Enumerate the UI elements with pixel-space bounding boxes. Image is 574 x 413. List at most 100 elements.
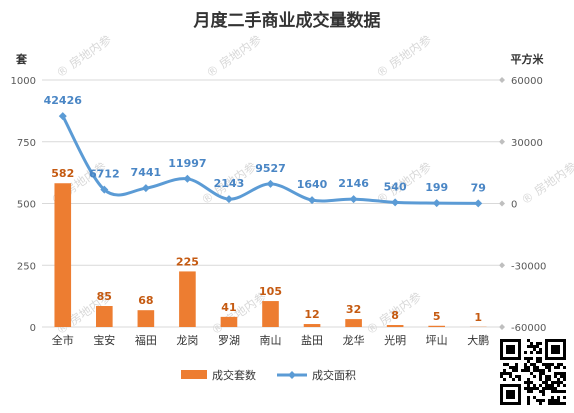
line-data-label: 2146 <box>338 177 369 190</box>
qr-module <box>521 369 524 372</box>
qr-module <box>524 351 527 354</box>
qr-module <box>530 390 533 393</box>
legend-swatch-bar <box>181 370 207 379</box>
qr-module <box>539 372 542 375</box>
qr-module <box>563 372 566 375</box>
category-label: 南山 <box>260 334 282 347</box>
qr-module <box>545 363 548 366</box>
qr-module <box>539 402 542 405</box>
qr-module <box>527 387 530 390</box>
qr-module <box>557 378 560 381</box>
qr-module <box>542 387 545 390</box>
qr-module <box>536 366 539 369</box>
qr-module <box>560 375 563 378</box>
category-label: 光明 <box>384 333 406 347</box>
chart-title: 月度二手商业成交量数据 <box>193 10 381 31</box>
qr-module <box>539 360 542 363</box>
qr-module <box>548 369 551 372</box>
qr-module <box>527 378 530 381</box>
qr-module <box>542 390 545 393</box>
qr-module <box>527 396 530 399</box>
right-axis-unit: 平方米 <box>511 52 545 66</box>
qr-module <box>503 372 506 375</box>
right-tick-marker <box>499 138 505 145</box>
qr-module <box>512 369 515 372</box>
qr-module <box>512 366 515 369</box>
line-point <box>58 112 67 121</box>
qr-module <box>509 372 512 375</box>
qr-module <box>557 381 560 384</box>
qr-module <box>557 372 560 375</box>
qr-module <box>551 402 554 405</box>
category-label: 龙岗 <box>176 334 198 347</box>
bar-data-label: 1 <box>474 311 482 324</box>
category-label: 大鹏 <box>467 333 489 347</box>
legend-swatch-marker <box>288 371 296 379</box>
qr-module <box>557 384 560 387</box>
bar-data-label: 68 <box>138 294 153 307</box>
bar-data-label: 225 <box>176 255 199 268</box>
qr-module <box>551 387 554 390</box>
right-tick-label: 0 <box>511 200 517 211</box>
qr-module <box>536 360 539 363</box>
qr-module <box>554 366 557 369</box>
category-label: 盐田 <box>301 334 323 347</box>
qr-module <box>530 363 533 366</box>
right-tick-label: 60000 <box>511 76 543 87</box>
qr-module <box>539 390 542 393</box>
qr-module <box>554 381 557 384</box>
qr-module <box>560 363 563 366</box>
right-tick-label: -30000 <box>511 261 546 272</box>
qr-module <box>527 369 530 372</box>
qr-module <box>557 366 560 369</box>
qr-module <box>530 345 533 348</box>
right-tick-marker <box>499 77 505 83</box>
qr-module <box>557 390 560 393</box>
qr-module <box>527 360 530 363</box>
qr-module <box>527 366 530 369</box>
line-data-label: 11997 <box>168 157 206 170</box>
qr-module <box>557 396 560 399</box>
qr-module <box>527 345 530 348</box>
bar-data-label: 85 <box>97 290 112 303</box>
qr-module <box>524 381 527 384</box>
line-point <box>432 199 441 208</box>
qr-module <box>542 381 545 384</box>
qr-module <box>551 384 554 387</box>
qr-module <box>515 363 518 366</box>
line-point <box>266 179 275 188</box>
qr-code <box>498 337 568 407</box>
qr-module <box>533 366 536 369</box>
category-label: 龙华 <box>343 333 365 347</box>
right-tick-marker <box>499 200 505 207</box>
qr-module <box>527 390 530 393</box>
legend-label: 成交面积 <box>312 368 356 382</box>
line-data-label: 6712 <box>89 168 120 181</box>
bar-data-label: 41 <box>221 301 236 314</box>
qr-module <box>503 378 506 381</box>
qr-module <box>527 381 530 384</box>
qr-module <box>548 363 551 366</box>
qr-module <box>542 363 545 366</box>
qr-module <box>536 369 539 372</box>
qr-module <box>527 399 530 402</box>
watermark-text: ® 房地内参 <box>518 159 574 208</box>
qr-module <box>530 342 533 345</box>
legend: 成交套数 成交面积 <box>181 368 356 382</box>
line-data-label: 2143 <box>214 177 245 190</box>
qr-module <box>506 372 509 375</box>
line-data-label: 7441 <box>131 166 162 179</box>
qr-module <box>548 384 551 387</box>
qr-module <box>539 369 542 372</box>
qr-module <box>542 393 545 396</box>
qr-module <box>524 357 527 360</box>
qr-module <box>542 369 545 372</box>
right-axis-ticks: -60000 -30000 0 30000 60000 <box>499 76 546 334</box>
line-point <box>308 196 317 205</box>
qr-module <box>560 390 563 393</box>
qr-module <box>500 375 503 378</box>
qr-module <box>533 387 536 390</box>
left-tick-label: 750 <box>17 138 36 149</box>
qr-module <box>554 402 557 405</box>
category-label: 坪山 <box>426 334 448 347</box>
